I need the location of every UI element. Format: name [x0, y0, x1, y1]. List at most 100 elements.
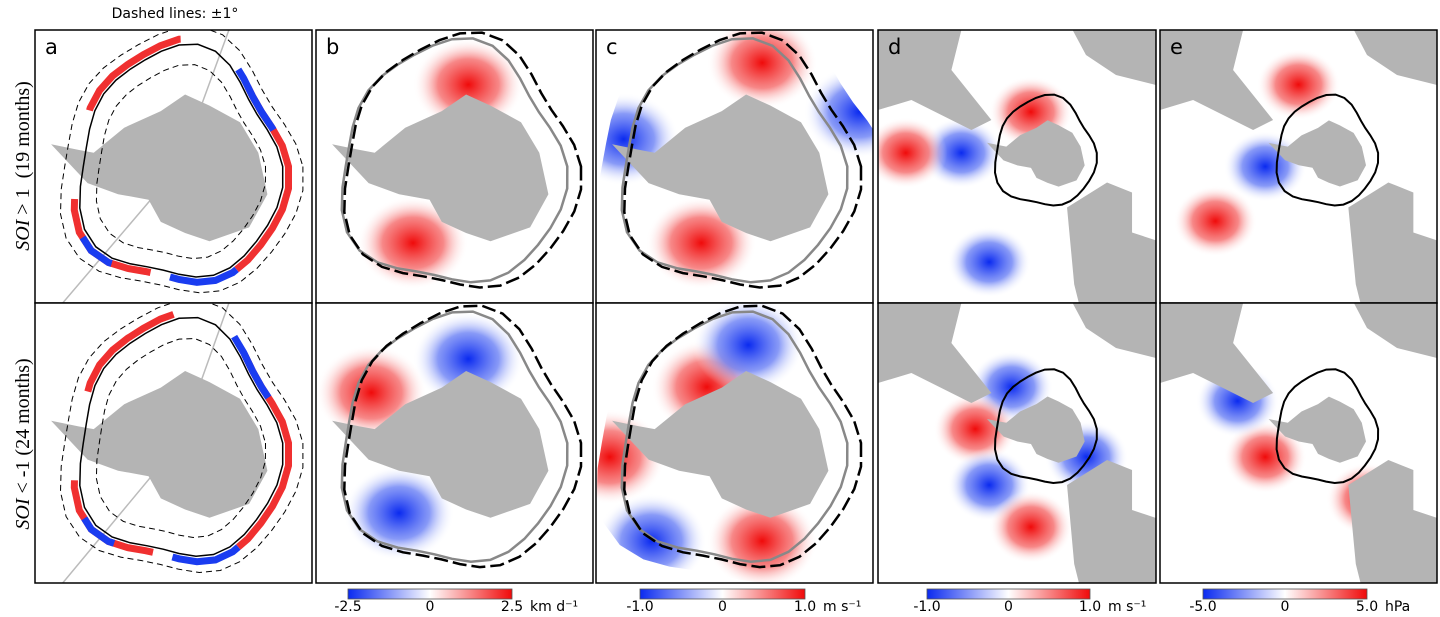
ice-edge [1275, 93, 1380, 207]
panel-label: a [45, 35, 58, 59]
antarctica [332, 371, 549, 518]
ice-edge-plus [59, 30, 304, 294]
row-label-italic: SOI [12, 218, 34, 250]
colorbar [639, 588, 806, 600]
colorbar-unit: hPa [1385, 599, 1410, 615]
map-panel [878, 303, 1156, 583]
colorbar [1202, 588, 1368, 600]
mask-outside [596, 303, 873, 583]
colorbar-unit: m s⁻¹ [823, 599, 861, 615]
continent [1067, 182, 1156, 303]
ice-edge-dashed [623, 31, 863, 289]
colorbar-tick-label: -5.0 [1189, 599, 1216, 615]
ice-edge-plus [59, 303, 304, 574]
row-label: SOI > 1 (19 months) [12, 81, 34, 251]
ice-edge-other [620, 310, 849, 563]
anomaly [1173, 185, 1257, 257]
anomaly [706, 30, 818, 110]
panel-frame [34, 302, 313, 584]
antarctica [51, 371, 268, 518]
ice-edge-dashed [623, 304, 863, 569]
anomaly [947, 226, 1031, 298]
panel-frame [877, 302, 1157, 584]
ice-edge-dashed [343, 304, 583, 569]
colorbar [347, 588, 513, 600]
map-panel [35, 303, 312, 583]
antarctica [332, 94, 549, 242]
panel-frame [315, 302, 594, 584]
continent [1067, 460, 1156, 583]
colorbar-tick-label: 0 [1004, 599, 1013, 615]
panel-label: e [1170, 35, 1183, 59]
ice-anomaly-blue [70, 34, 292, 286]
continent [1072, 303, 1156, 358]
colorbar-tick-label: 0 [718, 599, 727, 615]
anomaly [878, 117, 948, 189]
ice-anomaly-blue [70, 308, 292, 566]
colorbar-tick-label: 1.0 [794, 599, 816, 615]
colorbar-unit: m s⁻¹ [1108, 599, 1146, 615]
ice-edge-minus [95, 64, 267, 260]
ice-edge-other [620, 37, 849, 284]
colorbar-tick-label: 0 [426, 599, 435, 615]
colorbar-tick-label: 1.0 [1079, 599, 1101, 615]
row-label-rest: < -1 (24 months) [12, 358, 34, 498]
ice-edge [993, 368, 1098, 485]
map-panel [878, 30, 1156, 303]
colorbar [926, 588, 1091, 600]
colorbar-unit: km d⁻¹ [530, 599, 578, 615]
map-panel [316, 303, 593, 583]
map-panel [1160, 303, 1437, 583]
antarctica [987, 120, 1085, 187]
continent [1160, 303, 1274, 403]
continent [878, 303, 992, 403]
colorbar-tick-label: 2.5 [501, 599, 523, 615]
ice-edge [79, 316, 284, 558]
ice-edge [993, 93, 1098, 207]
anomaly [989, 490, 1073, 564]
mask-outside [596, 30, 873, 303]
antarctica [987, 396, 1085, 463]
panel-label: c [606, 35, 618, 59]
panel-frame [595, 302, 874, 584]
panel-frame [1159, 302, 1438, 584]
anomaly [692, 303, 804, 393]
continent [1348, 182, 1437, 303]
ice-edge-minus [95, 337, 267, 539]
ice-edge [1275, 368, 1380, 485]
continent [1072, 30, 1156, 85]
colorbar-tick-label: -2.5 [334, 599, 361, 615]
anomaly [412, 38, 524, 132]
row-label-italic: SOI [12, 497, 34, 529]
anomaly [933, 392, 1017, 466]
ice-edge-dashed [343, 31, 583, 289]
ice-edge [79, 43, 284, 278]
antarctica [1268, 120, 1366, 187]
antarctica [612, 371, 829, 518]
map-panel [596, 303, 873, 583]
row-label: SOI < -1 (24 months) [12, 358, 34, 529]
ice-edge-other [340, 310, 569, 563]
continent [878, 30, 992, 130]
map-panel [316, 30, 593, 303]
antarctica [51, 94, 268, 242]
panel-label: d [888, 35, 901, 59]
antarctica [612, 94, 829, 242]
colorbar-tick-label: 0 [1281, 599, 1290, 615]
anomaly [1223, 420, 1307, 494]
continent [1353, 303, 1437, 358]
colorbar-tick-label: -1.0 [913, 599, 940, 615]
ice-edge-other [340, 37, 569, 284]
continent [1348, 460, 1437, 583]
continent [1353, 30, 1437, 85]
continent [1160, 30, 1274, 130]
dashed-note: Dashed lines: ±1° [112, 6, 239, 22]
anomaly [412, 311, 524, 407]
map-panel [596, 30, 873, 303]
panel-label: b [326, 35, 339, 59]
row-label-rest: > 1 (19 months) [12, 81, 34, 220]
map-panel [35, 30, 312, 303]
anomaly [1256, 49, 1341, 121]
map-panel [1160, 30, 1437, 303]
